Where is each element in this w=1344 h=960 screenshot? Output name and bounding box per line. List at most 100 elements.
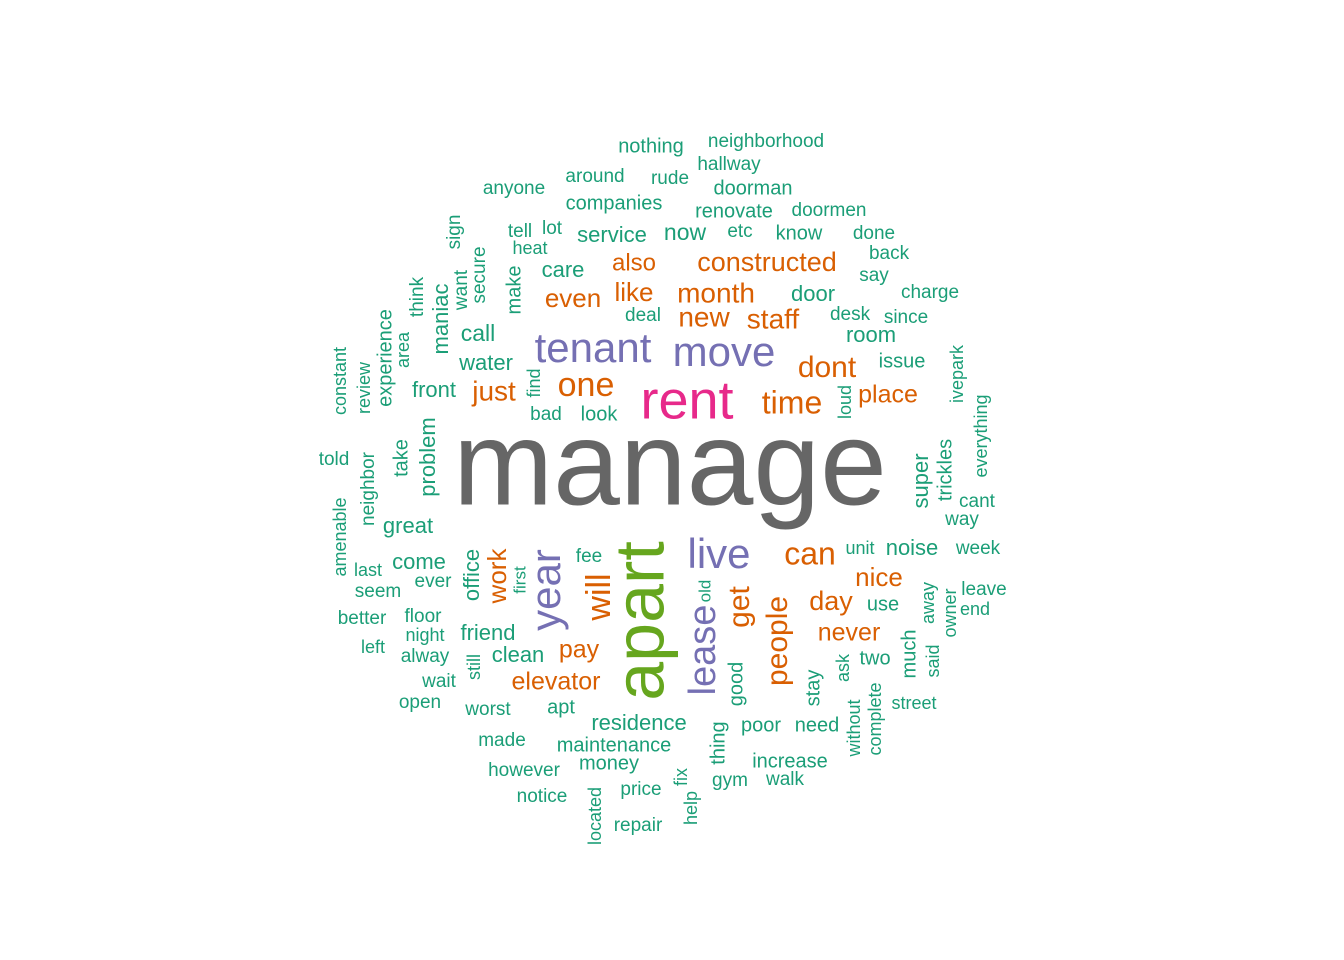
word-made: made: [478, 730, 526, 751]
word-get: get: [723, 585, 756, 627]
word-price: price: [620, 779, 661, 800]
word-elevator: elevator: [512, 668, 601, 696]
word-back: back: [869, 243, 910, 264]
word-wait: wait: [421, 671, 457, 692]
word-owner: owner: [940, 588, 960, 637]
word-say: say: [859, 265, 889, 286]
word-gym: gym: [712, 770, 748, 791]
word-tenant: tenant: [535, 324, 652, 371]
word-ever: ever: [415, 571, 453, 592]
word-maintenance: maintenance: [557, 734, 672, 756]
word-stay: stay: [802, 670, 824, 707]
word-come: come: [392, 549, 446, 574]
word-never: never: [818, 619, 881, 647]
word-live: live: [687, 530, 750, 577]
word-repair: repair: [614, 815, 663, 836]
word-week: week: [955, 538, 1001, 559]
word-lease: lease: [682, 605, 724, 696]
word-manage: manage: [453, 397, 887, 531]
word-make: make: [503, 266, 525, 315]
word-water: water: [458, 350, 513, 375]
word-maniac: maniac: [428, 284, 453, 355]
word-neighborhood: neighborhood: [708, 131, 824, 152]
word-find: find: [524, 368, 544, 397]
word-new: new: [678, 301, 730, 332]
word-etc: etc: [727, 221, 752, 242]
word-night: night: [405, 625, 444, 645]
word-service: service: [577, 222, 647, 247]
word-old: old: [695, 580, 714, 603]
word-since: since: [884, 307, 928, 328]
word-better: better: [338, 608, 387, 629]
word-hallway: hallway: [697, 154, 761, 175]
word-like: like: [614, 277, 653, 307]
word-fix: fix: [671, 768, 691, 786]
word-issue: issue: [879, 350, 926, 372]
word-left: left: [361, 637, 385, 657]
word-loud: loud: [835, 385, 855, 419]
word-office: office: [459, 549, 484, 601]
word-bad: bad: [530, 404, 562, 425]
word-last: last: [354, 560, 382, 580]
word-great: great: [383, 513, 433, 538]
word-told: told: [319, 449, 350, 470]
word-room: room: [846, 322, 896, 347]
word-door: door: [791, 281, 835, 306]
word-said: said: [923, 644, 943, 677]
word-experience: experience: [374, 309, 396, 407]
word-help: help: [681, 791, 701, 825]
word-walk: walk: [765, 769, 805, 790]
word-doorman: doorman: [714, 177, 793, 199]
word-constant: constant: [330, 347, 350, 415]
word-unit: unit: [845, 538, 874, 558]
word-street: street: [891, 693, 936, 713]
word-notice: notice: [517, 786, 568, 807]
word-will: will: [580, 573, 618, 621]
word-still: still: [464, 654, 484, 680]
word-clean: clean: [492, 642, 545, 667]
word-secure: secure: [469, 246, 490, 303]
word-want: want: [451, 269, 472, 311]
word-rent: rent: [640, 370, 733, 430]
word-companies: companies: [566, 192, 663, 214]
word-thing: thing: [707, 721, 729, 764]
word-month: month: [677, 277, 755, 308]
word-desk: desk: [830, 304, 871, 325]
word-leave: leave: [961, 579, 1006, 600]
word-open: open: [399, 692, 441, 713]
word-even: even: [545, 283, 601, 313]
word-alway: alway: [401, 646, 450, 667]
word-two: two: [859, 647, 890, 669]
word-tell: tell: [508, 221, 532, 242]
word-just: just: [471, 375, 516, 406]
word-area: area: [393, 331, 413, 368]
word-charge: charge: [901, 282, 959, 303]
word-good: good: [725, 662, 747, 707]
word-need: need: [795, 714, 840, 736]
word-super: super: [908, 453, 933, 508]
word-located: located: [585, 787, 605, 845]
word-time: time: [762, 384, 822, 420]
word-deal: deal: [625, 305, 661, 326]
word-poor: poor: [741, 714, 781, 736]
word-use: use: [867, 593, 899, 615]
word-work: work: [482, 548, 512, 605]
word-around: around: [565, 166, 624, 187]
word-floor: floor: [405, 606, 443, 627]
word-call: call: [461, 320, 496, 346]
word-take: take: [390, 439, 412, 477]
word-seem: seem: [355, 581, 401, 602]
word-dont: dont: [798, 351, 857, 384]
word-apt: apt: [547, 696, 575, 718]
word-doormen: doormen: [792, 200, 867, 221]
word-look: look: [581, 403, 619, 425]
word-noise: noise: [886, 535, 939, 560]
word-constructed: constructed: [697, 247, 837, 277]
word-residence: residence: [591, 710, 686, 735]
word-worst: worst: [464, 699, 511, 720]
word-now: now: [664, 219, 707, 245]
word-apart: apart: [600, 541, 678, 701]
word-renovate: renovate: [695, 200, 773, 222]
word-know: know: [776, 222, 823, 244]
word-one: one: [558, 366, 615, 404]
